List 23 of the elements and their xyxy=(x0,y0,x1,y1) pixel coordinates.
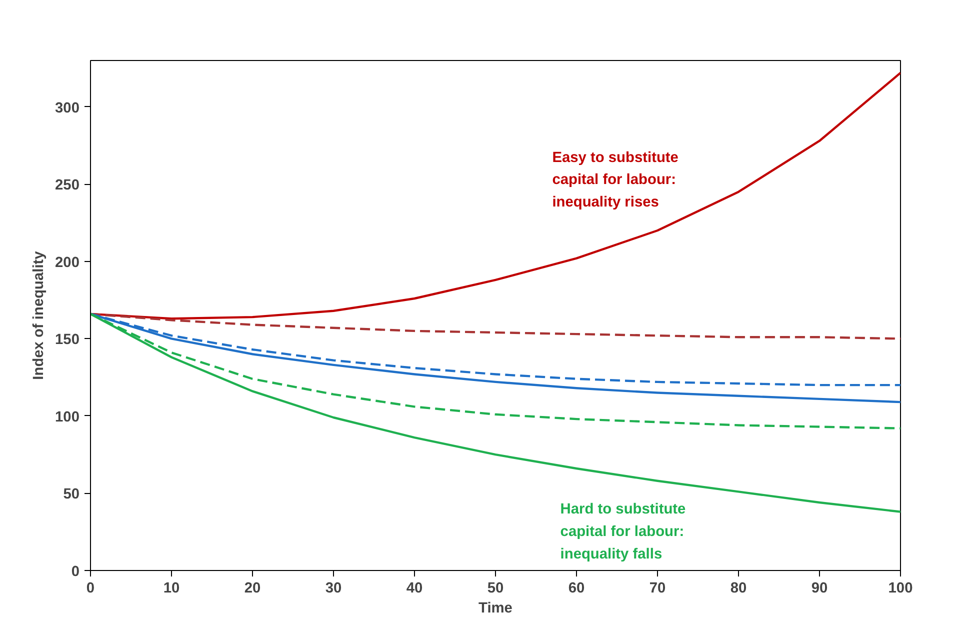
annotation: Easy to substitute capital for labour: inequality rises xyxy=(552,150,678,211)
annotation: Hard to substitute capital for labour: inequality falls xyxy=(560,502,686,562)
x-tick-label: 10 xyxy=(163,580,180,596)
y-tick-label: 150 xyxy=(55,332,80,348)
x-tick-label: 0 xyxy=(86,580,95,596)
y-tick-label: 0 xyxy=(71,564,80,580)
y-tick-label: 100 xyxy=(55,409,80,426)
y-tick-label: 50 xyxy=(63,486,80,503)
x-tick-label: 90 xyxy=(811,580,828,596)
x-tick-label: 70 xyxy=(649,580,666,596)
line-series xyxy=(90,312,900,340)
x-tick-label: 50 xyxy=(487,580,504,596)
x-tick-label: 80 xyxy=(730,580,747,596)
x-tick-label: 20 xyxy=(244,580,261,596)
y-axis-title: Index of inequality xyxy=(31,250,48,380)
y-tick-label: 200 xyxy=(55,254,80,271)
x-axis-title: Time xyxy=(478,600,512,616)
y-tick-label: 250 xyxy=(55,178,80,194)
x-tick-label: 30 xyxy=(325,580,342,596)
x-tick-label: 100 xyxy=(888,580,913,596)
x-tick-label: 60 xyxy=(568,580,585,596)
x-tick-label: 40 xyxy=(406,580,423,596)
y-tick-label: 300 xyxy=(55,100,80,116)
